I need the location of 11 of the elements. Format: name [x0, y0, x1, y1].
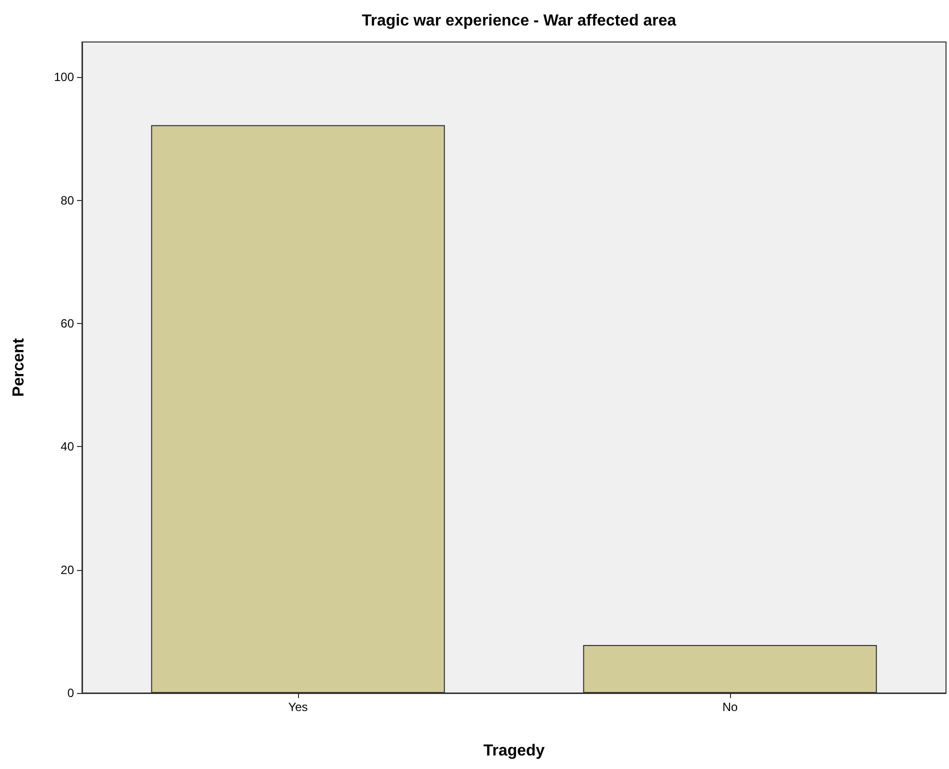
y-tick-label: 100 — [54, 70, 74, 84]
chart-title: Tragic war experience - War affected area — [362, 12, 676, 30]
y-tick-label: 80 — [60, 193, 74, 208]
x-tick-label: No — [722, 700, 738, 714]
y-axis-title: Percent — [10, 337, 28, 397]
y-tick-label: 60 — [60, 316, 74, 330]
y-tick-label: 40 — [60, 440, 74, 454]
x-axis-title: Tragedy — [483, 742, 545, 760]
y-tick-label: 0 — [67, 686, 74, 700]
x-tick-label: Yes — [288, 700, 308, 714]
y-tick-label: 20 — [60, 562, 74, 577]
